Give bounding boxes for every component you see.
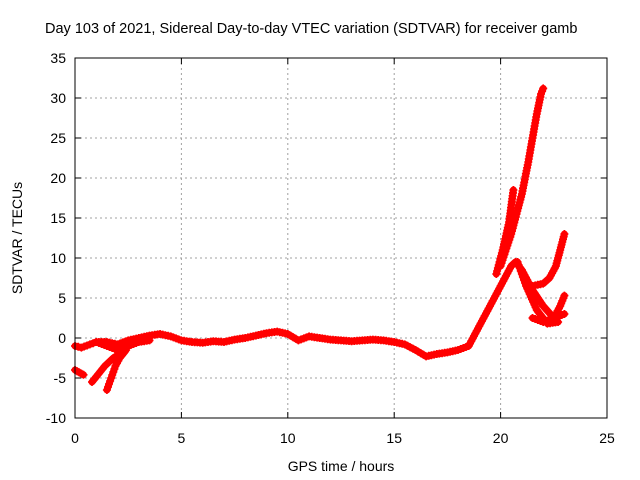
data-point bbox=[560, 310, 569, 318]
x-tick-label: 5 bbox=[178, 430, 186, 446]
series-spike-to-18 bbox=[492, 186, 518, 278]
y-axis-label: SDTVAR / TECUs bbox=[9, 182, 25, 294]
data-point bbox=[509, 186, 518, 194]
x-tick-label: 20 bbox=[493, 430, 509, 446]
x-tick-label: 10 bbox=[280, 430, 296, 446]
y-tick-label: 0 bbox=[58, 330, 66, 346]
y-tick-label: 35 bbox=[50, 50, 66, 66]
y-tick-label: 20 bbox=[50, 170, 66, 186]
y-tick-label: 25 bbox=[50, 130, 66, 146]
x-tick-label: 0 bbox=[71, 430, 79, 446]
data-point bbox=[145, 336, 154, 345]
x-tick-label: 25 bbox=[599, 430, 615, 446]
data-point bbox=[539, 84, 548, 93]
y-tick-label: 10 bbox=[50, 250, 66, 266]
data-layer bbox=[71, 84, 569, 394]
chart-title: Day 103 of 2021, Sidereal Day-to-day VTE… bbox=[45, 21, 577, 37]
y-tick-label: 15 bbox=[50, 210, 66, 226]
data-point bbox=[560, 230, 569, 238]
series-early-branch-4 bbox=[92, 336, 154, 354]
series-late-branch-low bbox=[513, 258, 563, 328]
y-tick-label: 5 bbox=[58, 290, 66, 306]
ticks bbox=[74, 57, 608, 419]
y-tick-label: 30 bbox=[50, 90, 66, 106]
grid bbox=[75, 58, 607, 418]
series-early-branch-1 bbox=[71, 366, 88, 379]
x-axis-label: GPS time / hours bbox=[288, 458, 395, 474]
series-late-branch-to-5 bbox=[528, 291, 569, 326]
data-point bbox=[554, 318, 563, 326]
series-late-rise-to-13 bbox=[528, 230, 569, 290]
plot-frame bbox=[74, 57, 608, 419]
tick-labels: 0 5 10 15 20 25 -10 -5 0 5 10 15 20 25 30 35 bbox=[46, 50, 615, 446]
data-point bbox=[79, 370, 88, 379]
y-tick-label: -10 bbox=[46, 410, 66, 426]
data-point bbox=[560, 291, 569, 300]
x-tick-label: 15 bbox=[386, 430, 402, 446]
y-tick-label: -5 bbox=[54, 370, 67, 386]
